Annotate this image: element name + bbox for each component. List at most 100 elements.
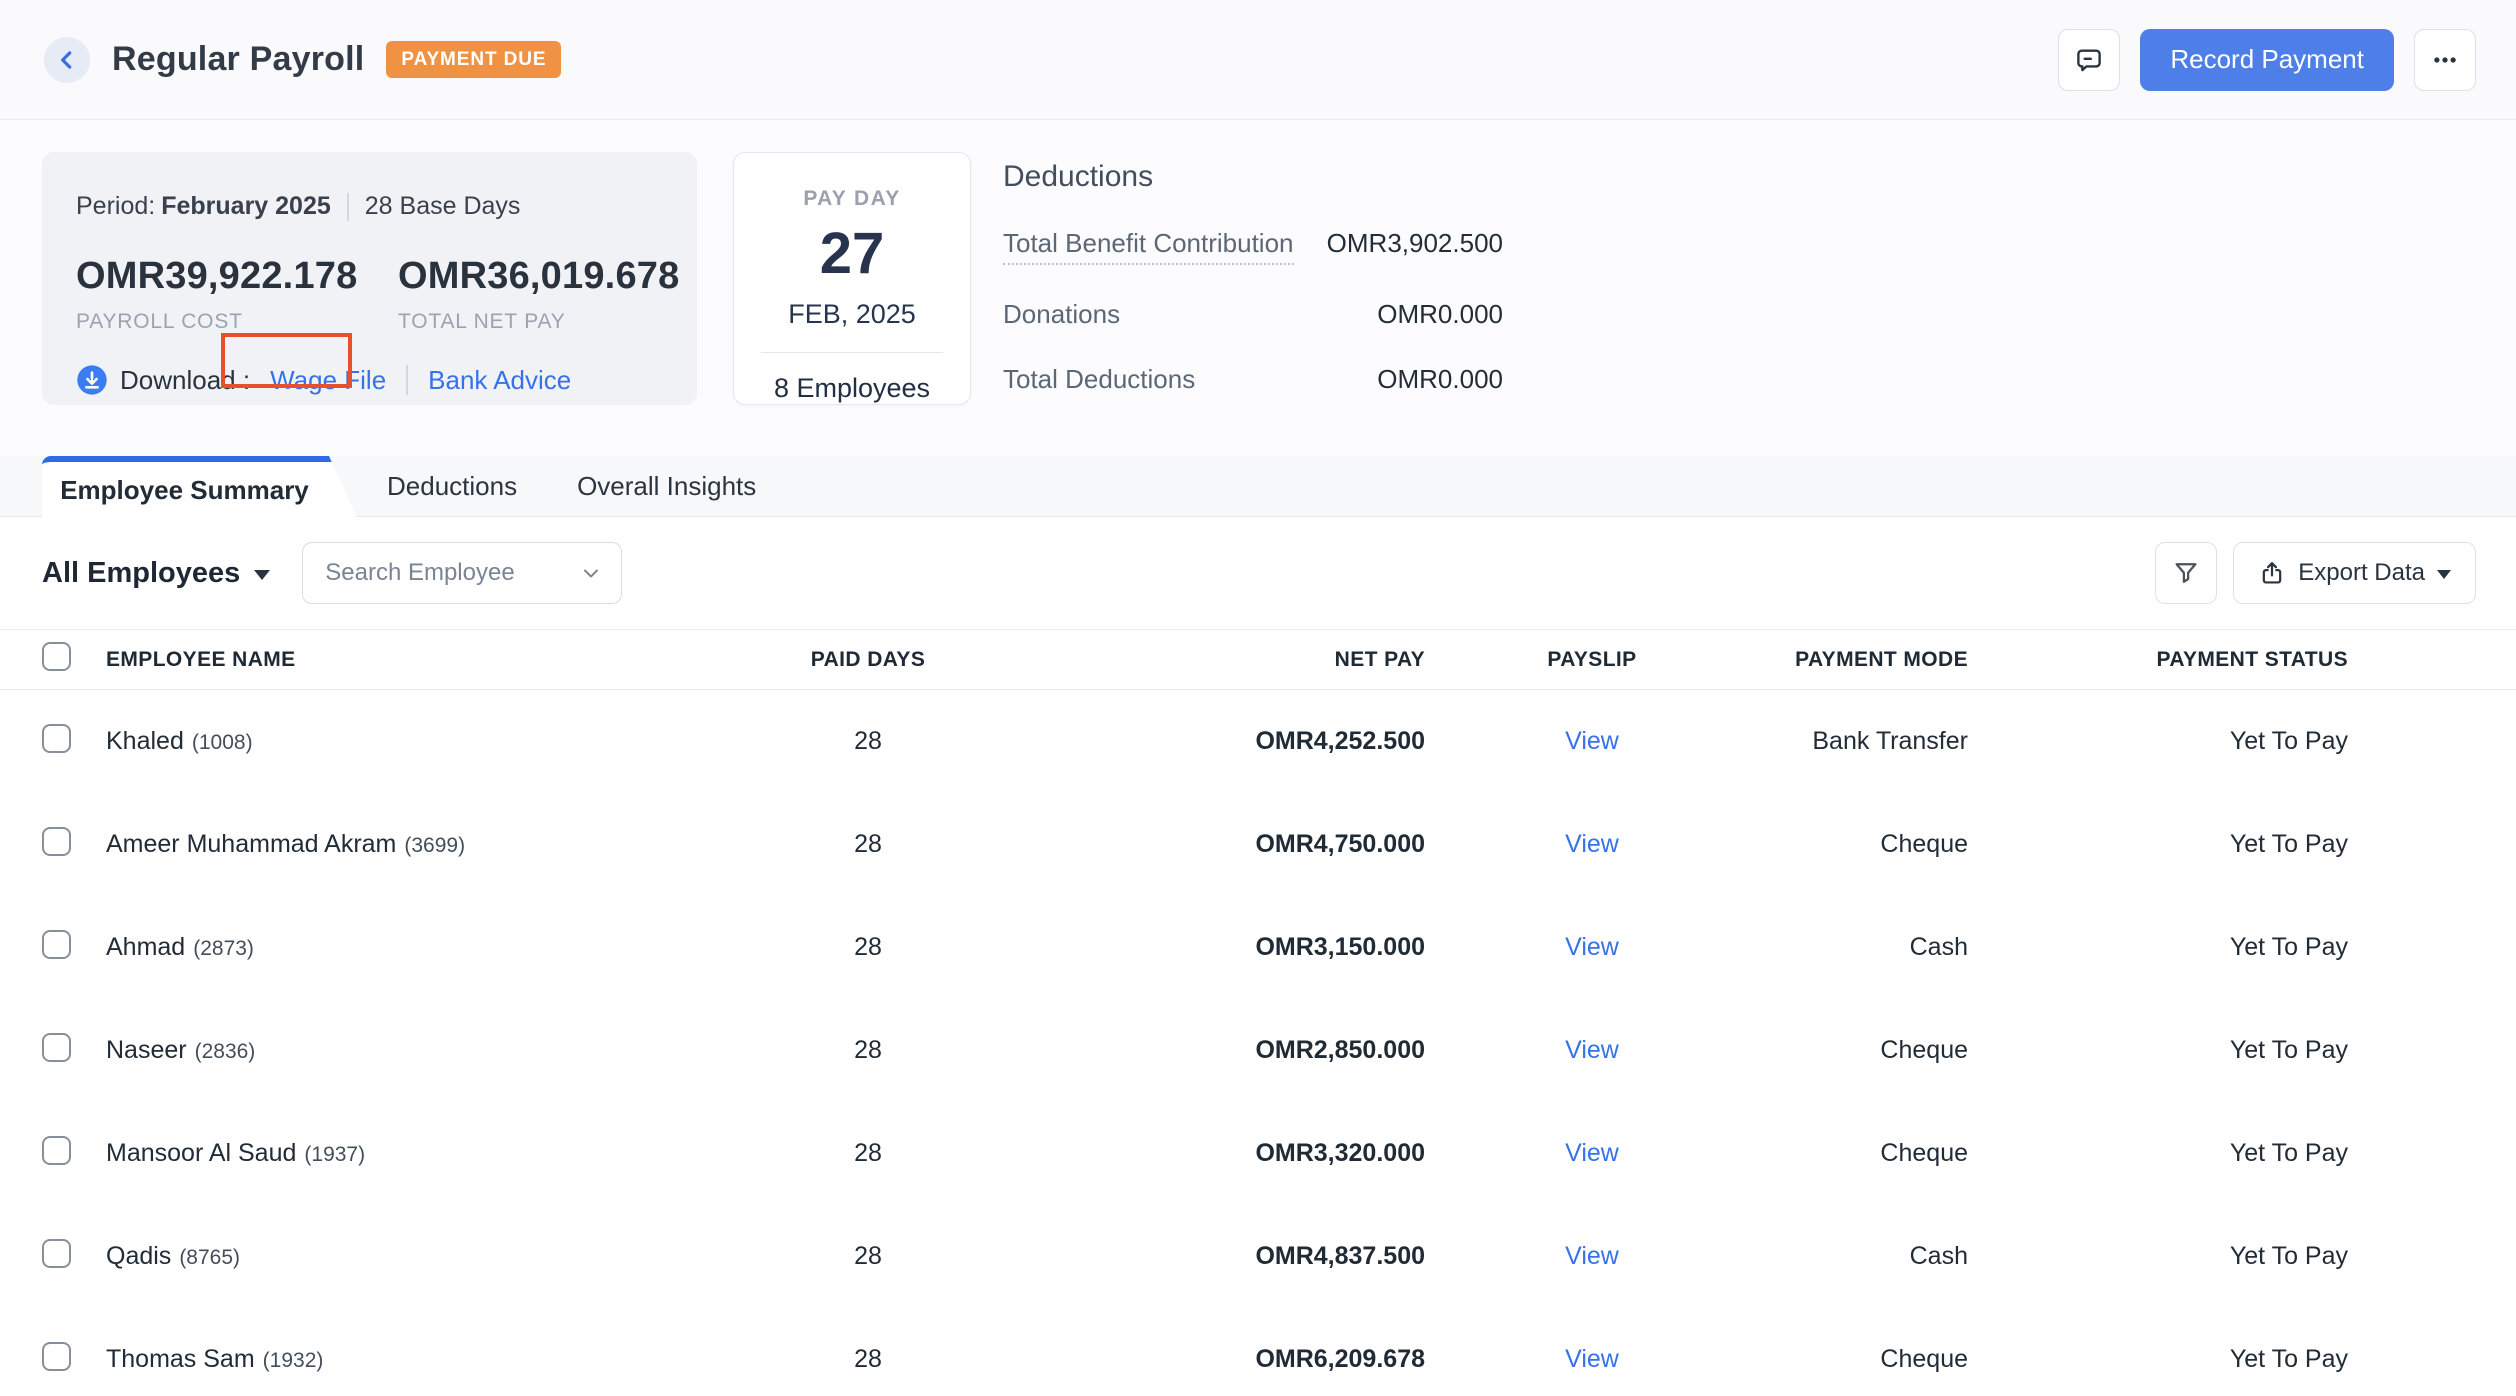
- column-header-payment-status: PAYMENT STATUS: [1968, 648, 2348, 672]
- tab-bar: Employee Summary Deductions Overall Insi…: [0, 456, 2516, 517]
- total-net-pay-amount: OMR36,019.678: [398, 255, 720, 298]
- export-icon: [2258, 559, 2286, 587]
- payment-mode: Cheque: [1759, 830, 1968, 859]
- payroll-summary: Period:February 2025 28 Base Days OMR39,…: [0, 120, 2516, 456]
- donations-value: OMR0.000: [1377, 299, 1503, 330]
- payment-mode: Bank Transfer: [1759, 727, 1968, 756]
- employee-filter-label: All Employees: [42, 557, 240, 590]
- view-payslip-link[interactable]: View: [1565, 830, 1619, 858]
- view-payslip-link[interactable]: View: [1565, 1036, 1619, 1064]
- view-payslip-link[interactable]: View: [1565, 1139, 1619, 1167]
- column-header-payment-mode: PAYMENT MODE: [1759, 648, 1968, 672]
- table-row: Khaled(1008) 28 OMR4,252.500 View Bank T…: [0, 690, 2516, 793]
- paid-days: 28: [706, 1345, 1030, 1374]
- paid-days: 28: [706, 1036, 1030, 1065]
- net-pay: OMR3,320.000: [1030, 1139, 1425, 1168]
- employee-name: Khaled: [106, 727, 184, 755]
- payment-mode: Cheque: [1759, 1345, 1968, 1374]
- total-net-pay-label: TOTAL NET PAY: [398, 310, 720, 334]
- tab-overall-insights[interactable]: Overall Insights: [547, 456, 786, 516]
- employee-id: (8765): [179, 1246, 240, 1269]
- table-row: Ahmad(2873) 28 OMR3,150.000 View Cash Ye…: [0, 896, 2516, 999]
- total-benefit-contribution-value: OMR3,902.500: [1327, 228, 1503, 259]
- table-row: Ameer Muhammad Akram (3699) 28 OMR4,750.0…: [0, 793, 2516, 896]
- payment-status: Yet To Pay: [1968, 1036, 2348, 1065]
- chevron-down-icon: [579, 561, 603, 585]
- total-benefit-contribution-label[interactable]: Total Benefit Contribution: [1003, 228, 1294, 265]
- table-row: Mansoor Al Saud(1937) 28 OMR3,320.000 Vi…: [0, 1102, 2516, 1205]
- paid-days: 28: [706, 933, 1030, 962]
- bank-advice-link[interactable]: Bank Advice: [428, 365, 571, 396]
- select-all-checkbox[interactable]: [42, 642, 71, 671]
- employee-id: (3699): [404, 834, 465, 857]
- row-checkbox[interactable]: [42, 1239, 71, 1268]
- view-payslip-link[interactable]: View: [1565, 727, 1619, 755]
- deductions-title: Deductions: [1003, 160, 1503, 194]
- download-label: Download :: [120, 365, 250, 396]
- filter-button[interactable]: [2155, 542, 2217, 604]
- table-toolbar: All Employees Search Employee: [0, 517, 2516, 629]
- export-data-button[interactable]: Export Data: [2233, 542, 2476, 604]
- back-button[interactable]: [44, 37, 90, 83]
- employee-name: Qadis: [106, 1242, 171, 1270]
- deductions-summary: Deductions Total Benefit Contribution OM…: [1003, 152, 1503, 456]
- comments-button[interactable]: [2058, 29, 2120, 91]
- divider: [761, 352, 943, 353]
- table-row: Qadis(8765) 28 OMR4,837.500 View Cash Ye…: [0, 1205, 2516, 1308]
- period-label: Period:February 2025: [76, 192, 331, 221]
- employee-name: Ahmad: [106, 933, 185, 961]
- status-badge: PAYMENT DUE: [386, 41, 561, 78]
- divider: [347, 193, 349, 221]
- record-payment-button[interactable]: Record Payment: [2140, 29, 2394, 91]
- tab-employee-summary[interactable]: Employee Summary: [42, 456, 357, 518]
- row-checkbox[interactable]: [42, 1342, 71, 1371]
- row-checkbox[interactable]: [42, 930, 71, 959]
- donations-label: Donations: [1003, 299, 1120, 330]
- employee-id: (1932): [263, 1349, 324, 1372]
- row-checkbox[interactable]: [42, 1033, 71, 1062]
- net-pay: OMR4,750.000: [1030, 830, 1425, 859]
- payment-status: Yet To Pay: [1968, 727, 2348, 756]
- employee-name: Ameer Muhammad Akram: [106, 830, 396, 858]
- caret-down-icon: [254, 570, 270, 580]
- more-actions-button[interactable]: [2414, 29, 2476, 91]
- search-employee-select[interactable]: Search Employee: [302, 542, 622, 604]
- row-checkbox[interactable]: [42, 724, 71, 753]
- row-checkbox[interactable]: [42, 827, 71, 856]
- employee-filter-dropdown[interactable]: All Employees: [42, 557, 270, 590]
- payment-mode: Cash: [1759, 1242, 1968, 1271]
- period-value: February 2025: [161, 192, 331, 220]
- table-header-row: EMPLOYEE NAME PAID DAYS NET PAY PAYSLIP …: [0, 629, 2516, 690]
- view-payslip-link[interactable]: View: [1565, 1242, 1619, 1270]
- chevron-left-icon: [54, 47, 80, 73]
- payment-status: Yet To Pay: [1968, 1345, 2348, 1374]
- view-payslip-link[interactable]: View: [1565, 1345, 1619, 1373]
- payroll-cost-amount: OMR39,922.178: [76, 255, 398, 298]
- topbar: Regular Payroll PAYMENT DUE Record Payme…: [0, 0, 2516, 120]
- total-deductions-label: Total Deductions: [1003, 364, 1195, 395]
- net-pay: OMR4,252.500: [1030, 727, 1425, 756]
- employee-name: Mansoor Al Saud: [106, 1139, 296, 1167]
- ellipsis-icon: [2430, 45, 2460, 75]
- download-icon: [76, 364, 108, 396]
- net-pay: OMR2,850.000: [1030, 1036, 1425, 1065]
- employee-id: (1937): [304, 1143, 365, 1166]
- column-header-employee-name: EMPLOYEE NAME: [106, 648, 706, 672]
- total-deductions-value: OMR0.000: [1377, 364, 1503, 395]
- column-header-payslip: PAYSLIP: [1425, 648, 1759, 672]
- column-header-net-pay: NET PAY: [1030, 648, 1425, 672]
- column-header-paid-days: PAID DAYS: [706, 648, 1030, 672]
- period-card: Period:February 2025 28 Base Days OMR39,…: [42, 152, 697, 405]
- tab-deductions[interactable]: Deductions: [357, 456, 547, 516]
- page-title: Regular Payroll: [112, 40, 364, 79]
- net-pay: OMR6,209.678: [1030, 1345, 1425, 1374]
- payment-status: Yet To Pay: [1968, 1242, 2348, 1271]
- payday-label: PAY DAY: [803, 187, 900, 211]
- payment-status: Yet To Pay: [1968, 1139, 2348, 1168]
- table-row: Naseer(2836) 28 OMR2,850.000 View Cheque…: [0, 999, 2516, 1102]
- paid-days: 28: [706, 830, 1030, 859]
- wage-file-link[interactable]: Wage File: [270, 365, 386, 396]
- row-checkbox[interactable]: [42, 1136, 71, 1165]
- employee-name: Thomas Sam: [106, 1345, 255, 1373]
- view-payslip-link[interactable]: View: [1565, 933, 1619, 961]
